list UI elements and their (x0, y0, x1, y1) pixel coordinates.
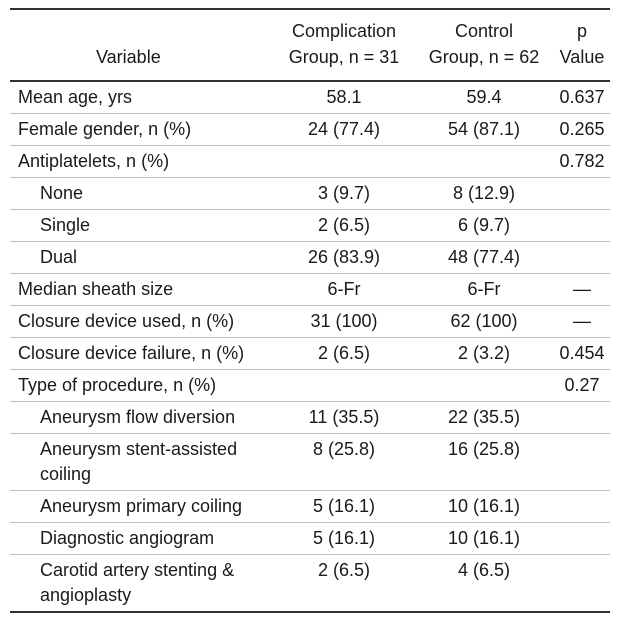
header-p-value: p Value (554, 9, 610, 81)
row-label: Closure device failure, n (%) (18, 343, 245, 363)
complication-value: 26 (83.9) (307, 247, 381, 267)
row-label: Dual (40, 247, 78, 267)
header-p-line1: p (576, 21, 587, 41)
table-row: Diagnostic angiogram 5 (16.1) 10 (16.1) (10, 523, 610, 555)
table-row: Mean age, yrs 58.1 59.4 0.637 (10, 81, 610, 114)
control-value: 2 (3.2) (457, 343, 511, 363)
control-value: 54 (87.1) (447, 119, 521, 139)
p-value (554, 242, 610, 274)
complication-value: 5 (16.1) (312, 496, 376, 516)
p-value: 0.782 (559, 151, 605, 171)
p-value: — (573, 311, 591, 331)
complication-value: 5 (16.1) (312, 528, 376, 548)
control-value: 6 (9.7) (457, 215, 511, 235)
p-value: 0.637 (559, 87, 605, 107)
complication-value: 2 (6.5) (317, 560, 371, 580)
table-row: Type of procedure, n (%) 0.27 (10, 370, 610, 402)
table-row: None 3 (9.7) 8 (12.9) (10, 178, 610, 210)
table-row: Aneurysm primary coiling 5 (16.1) 10 (16… (10, 491, 610, 523)
p-value: — (573, 279, 591, 299)
complication-value (274, 146, 414, 178)
p-value (554, 523, 610, 555)
complication-value: 58.1 (326, 87, 362, 107)
complication-value: 31 (100) (310, 311, 378, 331)
row-label: Type of procedure, n (%) (18, 375, 217, 395)
table-row: Closure device failure, n (%) 2 (6.5) 2 … (10, 338, 610, 370)
row-label: Aneurysm primary coiling (40, 496, 243, 516)
row-label: Antiplatelets, n (%) (18, 151, 170, 171)
data-table-container: Variable Complication Group, n = 31 Cont… (10, 8, 610, 613)
complication-value: 2 (6.5) (317, 343, 371, 363)
p-value: 0.27 (564, 375, 600, 395)
p-value (554, 434, 610, 491)
control-value: 6-Fr (467, 279, 501, 299)
control-value: 10 (16.1) (447, 496, 521, 516)
p-value: 0.454 (559, 343, 605, 363)
complication-value: 11 (35.5) (308, 407, 380, 427)
p-value (554, 491, 610, 523)
table-row: Median sheath size 6-Fr 6-Fr — (10, 274, 610, 306)
table-row: Closure device used, n (%) 31 (100) 62 (… (10, 306, 610, 338)
header-control-line2: Group, n = 62 (428, 47, 540, 67)
control-value (414, 146, 554, 178)
p-value (554, 555, 610, 613)
table-row: Female gender, n (%) 24 (77.4) 54 (87.1)… (10, 114, 610, 146)
header-control-line1: Control (454, 21, 514, 41)
header-row: Variable Complication Group, n = 31 Cont… (10, 9, 610, 81)
comparison-table: Variable Complication Group, n = 31 Cont… (10, 8, 610, 613)
complication-value: 2 (6.5) (317, 215, 371, 235)
p-value (554, 210, 610, 242)
row-label: Closure device used, n (%) (18, 311, 235, 331)
control-value: 62 (100) (450, 311, 518, 331)
header-control: Control Group, n = 62 (414, 9, 554, 81)
row-label: Female gender, n (%) (18, 119, 192, 139)
table-row: Antiplatelets, n (%) 0.782 (10, 146, 610, 178)
row-label: Single (40, 215, 91, 235)
row-label: Aneurysm flow diversion (40, 407, 236, 427)
table-row: Aneurysm stent-assisted coiling 8 (25.8)… (10, 434, 610, 491)
header-complication-line1: Complication (291, 21, 397, 41)
control-value: 4 (6.5) (457, 560, 511, 580)
complication-value: 8 (25.8) (312, 439, 376, 459)
control-value: 59.4 (466, 87, 502, 107)
p-value (554, 178, 610, 210)
complication-value: 3 (9.7) (317, 183, 371, 203)
complication-value (274, 370, 414, 402)
row-label: Diagnostic angiogram (40, 528, 215, 548)
table-row: Carotid artery stenting & angioplasty 2 … (10, 555, 610, 613)
row-label: Aneurysm stent-assisted coiling (40, 439, 238, 484)
control-value: 22 (35.5) (447, 407, 521, 427)
p-value (554, 402, 610, 434)
row-label: None (40, 183, 84, 203)
row-label: Carotid artery stenting & angioplasty (40, 560, 235, 605)
control-value: 8 (12.9) (452, 183, 516, 203)
complication-value: 24 (77.4) (307, 119, 381, 139)
header-complication-line2: Group, n = 31 (288, 47, 400, 67)
control-value: 16 (25.8) (447, 439, 521, 459)
row-label: Median sheath size (18, 279, 174, 299)
control-value: 10 (16.1) (447, 528, 521, 548)
p-value: 0.265 (559, 119, 605, 139)
table-row: Aneurysm flow diversion 11 (35.5) 22 (35… (10, 402, 610, 434)
header-p-line2: Value (559, 47, 605, 67)
table-row: Single 2 (6.5) 6 (9.7) (10, 210, 610, 242)
control-value: 48 (77.4) (447, 247, 521, 267)
header-variable: Variable (96, 47, 161, 67)
control-value (414, 370, 554, 402)
header-complication: Complication Group, n = 31 (274, 9, 414, 81)
row-label: Mean age, yrs (18, 87, 133, 107)
complication-value: 6-Fr (327, 279, 361, 299)
table-row: Dual 26 (83.9) 48 (77.4) (10, 242, 610, 274)
